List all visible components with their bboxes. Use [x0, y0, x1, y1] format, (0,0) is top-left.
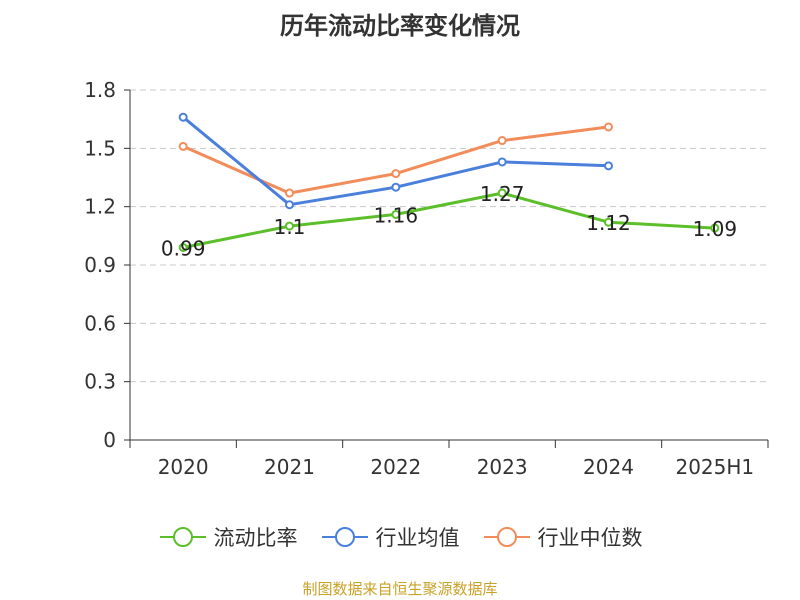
series-line — [182, 191, 715, 249]
x-tick-label: 2024 — [583, 455, 634, 479]
data-point — [391, 169, 401, 179]
y-tick-label: 1.5 — [84, 136, 116, 160]
y-tick-label: 1.2 — [84, 195, 116, 219]
data-label: 0.99 — [161, 237, 206, 261]
data-point — [285, 188, 294, 198]
y-tick-label: 0.6 — [84, 311, 116, 335]
legend-marker-industry-median — [483, 527, 530, 547]
legend-label-current-ratio: 流动比率 — [213, 526, 298, 550]
y-tick-label: 0.3 — [84, 370, 116, 394]
legend-label-industry-median: 行业中位数 — [537, 526, 643, 550]
legend-marker-industry-avg — [321, 527, 368, 547]
data-label: 1.09 — [693, 217, 738, 241]
legend-item-industry-median[interactable]: 行业中位数 — [482, 522, 643, 552]
data-point — [391, 209, 401, 219]
data-point — [391, 182, 401, 192]
chart-title: 历年流动比率变化情况 — [280, 12, 520, 40]
data-point — [178, 243, 188, 252]
y-tick-label: 1.8 — [84, 78, 116, 102]
legend-label-industry-avg: 行业均值 — [375, 526, 460, 550]
x-tick-label: 2023 — [477, 455, 528, 479]
data-point — [285, 200, 294, 210]
data-point — [604, 217, 613, 227]
data-label: 1.12 — [586, 211, 631, 235]
data-source-note: 制图数据来自恒生聚源数据库 — [302, 580, 498, 598]
data-point — [604, 122, 613, 132]
legend-marker-current-ratio — [159, 527, 206, 547]
x-tick-label: 2021 — [264, 455, 315, 479]
data-point — [178, 112, 188, 122]
data-label: 1.27 — [480, 182, 525, 206]
y-tick-label: 0 — [103, 428, 116, 452]
x-tick-label: 2020 — [158, 455, 209, 479]
legend-item-industry-avg[interactable]: 行业均值 — [320, 522, 460, 552]
y-tick-label: 0.9 — [84, 253, 116, 277]
legend-item-current-ratio[interactable]: 流动比率 — [158, 522, 298, 552]
data-point — [710, 223, 720, 233]
data-label: 1.1 — [274, 215, 306, 239]
x-tick-label: 2025H1 — [675, 455, 754, 479]
legend: 流动比率 行业均值 行业中位数 — [0, 522, 800, 552]
x-tick-label: 2022 — [370, 455, 421, 479]
data-label: 1.16 — [374, 203, 419, 227]
data-point — [497, 188, 507, 198]
data-point — [497, 136, 507, 146]
data-point — [178, 141, 188, 151]
data-point — [604, 161, 613, 171]
data-point — [285, 221, 294, 231]
data-point — [497, 157, 507, 167]
